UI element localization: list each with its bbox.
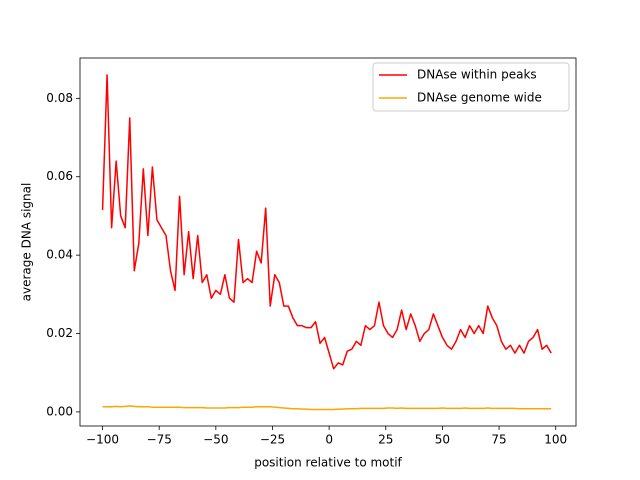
x-tick-label: 50 [435,433,450,447]
series-line [102,405,552,411]
x-tick-label: 100 [544,433,567,447]
x-tick-label: −50 [203,433,228,447]
y-tick-label: 0.04 [46,248,73,262]
x-tick-label: 75 [491,433,506,447]
y-tick-label: 0.02 [46,326,73,340]
y-tick-label: 0.00 [46,404,73,418]
axes-frame [79,57,577,427]
x-tick-label: 25 [378,433,393,447]
x-axis-label: position relative to motif [254,456,402,470]
y-axis-label: average DNA signal [20,183,34,302]
x-tick-label: −75 [147,433,172,447]
legend-box [372,62,570,112]
legend-label: DNAse within peaks [417,68,537,82]
x-tick-label: −25 [260,433,285,447]
y-tick-label: 0.06 [46,169,73,183]
x-tick-label: 0 [325,433,333,447]
series-line [101,74,552,370]
x-tick-label: −100 [86,433,119,447]
legend-label: DNAse genome wide [417,91,542,105]
y-tick-label: 0.08 [46,91,73,105]
